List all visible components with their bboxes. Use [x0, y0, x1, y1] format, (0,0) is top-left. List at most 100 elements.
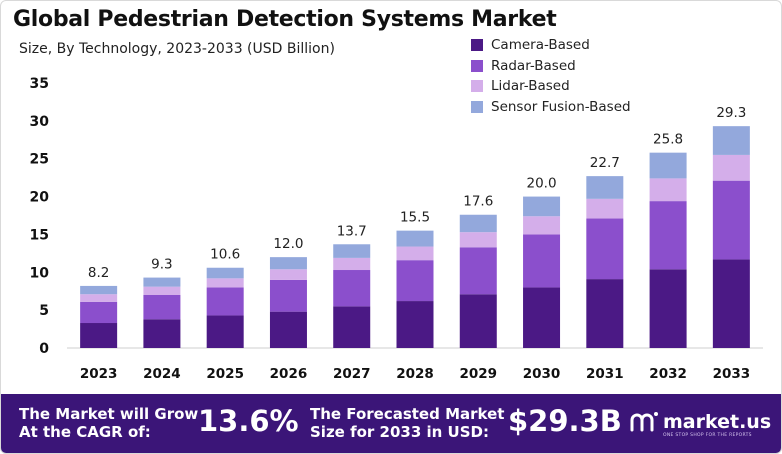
x-tick-label: 2031 — [586, 366, 624, 382]
x-tick-label: 2026 — [270, 366, 308, 382]
bar-segment-lidar — [80, 294, 118, 302]
bar-segment-fusion — [586, 176, 624, 199]
cagr-label: The Market will Grow At the CAGR of: — [19, 405, 198, 441]
bar-segment-camera — [80, 323, 118, 348]
bar-segment-fusion — [206, 267, 244, 279]
bar-total-label: 8.2 — [88, 265, 109, 281]
x-tick-label: 2029 — [459, 366, 497, 382]
bar-segment-radar — [712, 180, 750, 260]
bar-segment-camera — [269, 311, 307, 348]
legend-swatch-lidar — [471, 80, 483, 93]
bar-segment-radar — [206, 287, 244, 316]
summary-banner: The Market will Grow At the CAGR of: 13.… — [1, 394, 781, 453]
stacked-bar-chart: 051015202530358.220239.3202410.6202512.0… — [30, 76, 763, 382]
bar-segment-fusion — [396, 230, 434, 247]
bar-segment-camera — [712, 259, 750, 348]
forecast-label-line2: Size for 2033 in USD: — [310, 423, 489, 441]
legend-label-fusion: Sensor Fusion-Based — [491, 98, 631, 115]
bar-segment-camera — [333, 306, 371, 348]
bar-segment-camera — [649, 269, 687, 348]
bar-total-label: 22.7 — [590, 155, 620, 171]
bar-total-label: 20.0 — [527, 176, 557, 192]
y-tick-label: 25 — [30, 152, 49, 168]
bar-segment-lidar — [206, 278, 244, 288]
bar-total-label: 12.0 — [273, 236, 303, 252]
bar-segment-lidar — [649, 178, 687, 202]
bar-segment-lidar — [269, 269, 307, 280]
bar-segment-lidar — [459, 232, 497, 248]
bar-segment-lidar — [712, 154, 750, 181]
bar-segment-camera — [143, 319, 181, 348]
legend-item-fusion: Sensor Fusion-Based — [471, 97, 631, 118]
bar-segment-radar — [649, 201, 687, 270]
legend-label-camera: Camera-Based — [491, 37, 590, 54]
bar-segment-radar — [523, 234, 561, 288]
bar-segment-camera — [459, 294, 497, 348]
bar-segment-radar — [333, 270, 371, 307]
x-tick-label: 2028 — [396, 366, 434, 382]
y-tick-label: 35 — [30, 76, 49, 92]
legend-label-radar: Radar-Based — [491, 57, 576, 74]
market-us-logo-icon — [630, 412, 658, 432]
forecast-label-line1: The Forecasted Market — [310, 405, 505, 423]
bar-total-label: 25.8 — [653, 132, 683, 148]
y-tick-label: 10 — [30, 265, 50, 281]
x-tick-label: 2024 — [143, 366, 181, 382]
bar-total-label: 15.5 — [400, 210, 430, 226]
bar-total-label: 29.3 — [716, 105, 746, 121]
bar-segment-camera — [586, 279, 624, 348]
bar-segment-radar — [269, 279, 307, 312]
bar-segment-lidar — [143, 286, 181, 295]
y-tick-label: 5 — [39, 303, 49, 319]
cagr-value: 13.6% — [198, 404, 299, 438]
bar-segment-camera — [396, 301, 434, 348]
bar-segment-radar — [586, 218, 624, 280]
bar-total-label: 13.7 — [337, 223, 367, 239]
bar-segment-lidar — [586, 198, 624, 219]
chart-legend: Camera-Based Radar-Based Lidar-Based Sen… — [471, 35, 631, 117]
bar-segment-camera — [523, 287, 561, 348]
x-tick-label: 2023 — [80, 366, 118, 382]
cagr-label-line2: At the CAGR of: — [19, 423, 151, 441]
legend-item-lidar: Lidar-Based — [471, 76, 631, 97]
legend-swatch-camera — [471, 39, 483, 52]
chart-subtitle: Size, By Technology, 2023-2033 (USD Bill… — [19, 41, 335, 57]
bar-segment-lidar — [523, 216, 561, 235]
chart-title: Global Pedestrian Detection Systems Mark… — [13, 7, 557, 32]
forecast-value: $29.3B — [508, 404, 622, 438]
bar-segment-lidar — [396, 246, 434, 261]
cagr-label-line1: The Market will Grow — [19, 405, 199, 423]
bar-segment-radar — [459, 247, 497, 295]
bar-segment-radar — [396, 260, 434, 302]
bar-segment-fusion — [649, 152, 687, 179]
logo-text: market.us — [663, 411, 772, 433]
y-tick-label: 30 — [30, 114, 50, 130]
bar-total-label: 9.3 — [151, 257, 172, 273]
bar-segment-fusion — [143, 277, 181, 287]
bar-segment-camera — [206, 315, 244, 348]
bar-segment-fusion — [80, 285, 118, 295]
legend-item-radar: Radar-Based — [471, 56, 631, 77]
bar-segment-fusion — [333, 244, 371, 258]
bar-segment-fusion — [459, 214, 497, 233]
legend-swatch-radar — [471, 59, 483, 72]
x-tick-label: 2025 — [206, 366, 244, 382]
bar-segment-fusion — [712, 126, 750, 155]
y-tick-label: 20 — [30, 190, 50, 206]
x-tick-label: 2027 — [333, 366, 371, 382]
bar-total-label: 10.6 — [210, 247, 240, 263]
bar-segment-fusion — [523, 196, 561, 217]
market-us-logo[interactable]: market.us — [629, 408, 771, 436]
logo-tagline: ONE STOP SHOP FOR THE REPORTS — [663, 433, 752, 438]
bar-segment-fusion — [269, 257, 307, 270]
y-tick-label: 0 — [39, 341, 49, 357]
bar-segment-radar — [143, 295, 181, 320]
bar-segment-radar — [80, 301, 118, 324]
x-tick-label: 2030 — [523, 366, 561, 382]
legend-label-lidar: Lidar-Based — [491, 78, 570, 95]
bar-total-label: 17.6 — [463, 194, 493, 210]
legend-swatch-fusion — [471, 100, 483, 113]
legend-item-camera: Camera-Based — [471, 35, 631, 56]
x-tick-label: 2032 — [649, 366, 687, 382]
